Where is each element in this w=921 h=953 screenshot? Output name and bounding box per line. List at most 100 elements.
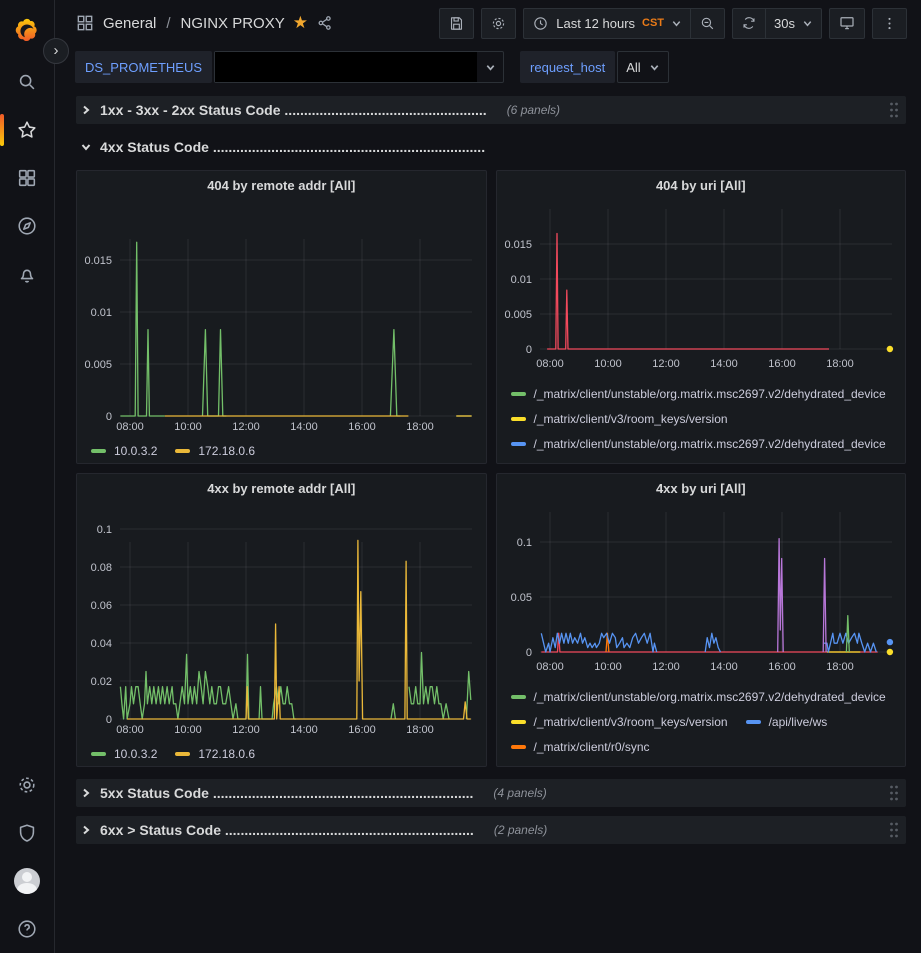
cycle-view-mode-button[interactable]	[829, 8, 865, 39]
dashboard-settings-button[interactable]	[481, 8, 516, 39]
navbar-actions: Last 12 hours CST	[439, 8, 907, 39]
row-title: 1xx - 3xx - 2xx Status Code ............…	[100, 102, 487, 118]
sidebar-item-search[interactable]	[0, 58, 55, 106]
legend-item[interactable]: /_matrix/client/unstable/org.matrix.msc2…	[511, 684, 886, 709]
panel-title[interactable]: 4xx by remote addr [All]	[77, 474, 486, 502]
clock-icon	[532, 15, 549, 32]
save-dashboard-button[interactable]	[439, 8, 474, 39]
grafana-logo-icon	[12, 16, 42, 46]
chart-plot[interactable]: 08:0010:0012:0014:0016:0018:0000.0050.01…	[497, 199, 900, 379]
legend-item[interactable]: /_matrix/client/r0/sync	[511, 734, 650, 759]
request-host-select[interactable]: All	[617, 51, 668, 83]
x-axis-label: 16:00	[768, 358, 796, 370]
legend-item[interactable]: /api/live/ws	[746, 709, 828, 734]
dashboard-navbar: General / NGINX PROXY ★	[55, 0, 921, 46]
legend-label: /_matrix/client/r0/sync	[534, 740, 650, 754]
refresh-group: 30s	[732, 8, 822, 39]
x-axis-label: 18:00	[406, 421, 434, 433]
series-point	[886, 639, 892, 645]
y-axis-label: 0.05	[510, 592, 531, 604]
sidebar-item-server-admin[interactable]	[0, 809, 55, 857]
row-4xx[interactable]: 4xx Status Code ........................…	[76, 133, 906, 161]
x-axis-label: 12:00	[232, 421, 260, 433]
kebab-menu-button[interactable]	[872, 8, 907, 39]
panel-title-text: 404 by remote addr [All]	[207, 178, 355, 193]
row-drag-handle[interactable]	[888, 101, 900, 119]
chevron-down-icon	[80, 141, 92, 153]
main-area: General / NGINX PROXY ★	[55, 0, 921, 953]
legend-item[interactable]: /sw.js	[746, 456, 798, 464]
chevron-down-icon	[802, 18, 813, 29]
y-axis-label: 0.02	[91, 676, 112, 688]
sidebar-item-help[interactable]	[0, 905, 55, 953]
legend-label: /api/live/ws	[769, 715, 828, 729]
row-1xx-3xx-2xx[interactable]: 1xx - 3xx - 2xx Status Code ............…	[76, 96, 906, 124]
legend-label: 172.18.0.6	[198, 747, 255, 761]
sidebar-item-profile[interactable]	[0, 857, 55, 905]
panel-title[interactable]: 4xx by uri [All]	[497, 474, 906, 502]
legend-item[interactable]: /_matrix/client/v3/room_keys/version	[511, 709, 728, 734]
zoom-out-time-button[interactable]	[690, 8, 725, 39]
gear-icon	[490, 15, 507, 32]
panel-404-by-uri: 404 by uri [All] 08:0010:0012:0014:0016:…	[496, 170, 907, 464]
legend-item[interactable]: /_matrix/client/v3/room_keys/version	[511, 456, 728, 464]
legend-item[interactable]: 10.0.3.2	[91, 438, 157, 463]
series-line	[823, 559, 826, 653]
x-axis-label: 12:00	[652, 661, 680, 673]
chart-plot[interactable]: 08:0010:0012:0014:0016:0018:0000.050.1	[497, 502, 900, 682]
row-drag-handle[interactable]	[888, 784, 900, 802]
legend-item[interactable]: 172.18.0.6	[175, 741, 255, 766]
gear-icon	[16, 774, 38, 796]
favorite-star-icon[interactable]: ★	[293, 13, 308, 33]
x-axis-label: 10:00	[174, 421, 202, 433]
x-axis-label: 08:00	[116, 724, 144, 736]
chevron-right-icon	[80, 104, 92, 116]
row-panel-count: (2 panels)	[494, 823, 547, 837]
row-5xx[interactable]: 5xx Status Code ........................…	[76, 779, 906, 807]
x-axis-label: 16:00	[768, 661, 796, 673]
row-6xx[interactable]: 6xx > Status Code ......................…	[76, 816, 906, 844]
legend-item[interactable]: /_matrix/client/unstable/org.matrix.msc2…	[511, 431, 886, 456]
x-axis-label: 10:00	[594, 358, 622, 370]
legend-label: /_matrix/client/unstable/org.matrix.msc2…	[534, 437, 886, 451]
y-axis-label: 0.1	[516, 537, 531, 549]
refresh-button[interactable]	[732, 8, 765, 39]
y-axis-label: 0.01	[91, 307, 112, 319]
sidebar-expand-button[interactable]: ›	[43, 38, 69, 64]
panel-4xx-by-uri: 4xx by uri [All] 08:0010:0012:0014:0016:…	[496, 473, 907, 767]
dashboard-title[interactable]: NGINX PROXY	[181, 15, 285, 32]
breadcrumb-folder[interactable]: General	[103, 15, 156, 32]
series-line	[390, 330, 400, 416]
request-host-variable-label: request_host	[520, 51, 615, 83]
variable-request-host: request_host All	[520, 51, 669, 83]
series-point	[886, 346, 892, 352]
legend-item[interactable]: 172.18.0.6	[175, 438, 255, 463]
refresh-icon	[741, 15, 757, 31]
legend-item[interactable]: /_matrix/client/v3/room_keys/version	[511, 406, 728, 431]
chevron-right-icon	[80, 824, 92, 836]
datasource-variable-label: DS_PROMETHEUS	[75, 51, 212, 83]
panel-legend: 10.0.3.2 172.18.0.6	[77, 739, 486, 766]
chart-plot[interactable]: 08:0010:0012:0014:0016:0018:0000.0050.01…	[77, 199, 480, 436]
refresh-interval-picker[interactable]: 30s	[765, 8, 822, 39]
panel-legend: 10.0.3.2 172.18.0.6	[77, 436, 486, 463]
legend-label: /_matrix/client/unstable/org.matrix.msc2…	[534, 690, 886, 704]
sidebar-item-alerting[interactable]	[0, 250, 55, 298]
sidebar-item-explore[interactable]	[0, 202, 55, 250]
time-range-picker[interactable]: Last 12 hours CST	[523, 8, 690, 39]
legend-item[interactable]: /_matrix/client/unstable/org.matrix.msc2…	[511, 759, 886, 767]
panel-title[interactable]: 404 by remote addr [All]	[77, 171, 486, 199]
legend-item[interactable]: /_matrix/client/unstable/org.matrix.msc2…	[511, 381, 886, 406]
sidebar-item-dashboards[interactable]	[0, 154, 55, 202]
panel-title[interactable]: 404 by uri [All]	[497, 171, 906, 199]
datasource-select[interactable]	[214, 51, 504, 83]
y-axis-label: 0	[106, 411, 112, 423]
y-axis-label: 0.08	[91, 562, 112, 574]
legend-item[interactable]: 10.0.3.2	[91, 741, 157, 766]
sidebar-item-configuration[interactable]	[0, 761, 55, 809]
sidebar-item-starred[interactable]	[0, 106, 55, 154]
share-icon[interactable]	[316, 14, 334, 32]
chart-plot[interactable]: 08:0010:0012:0014:0016:0018:0000.020.040…	[77, 502, 480, 739]
x-axis-label: 18:00	[826, 661, 854, 673]
row-drag-handle[interactable]	[888, 821, 900, 839]
